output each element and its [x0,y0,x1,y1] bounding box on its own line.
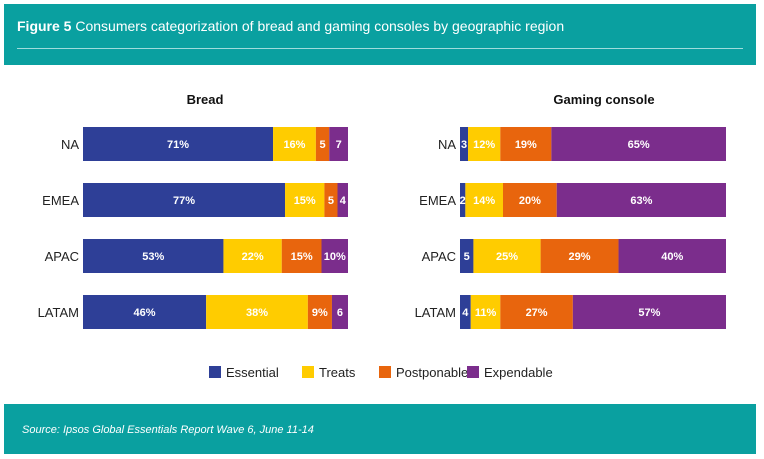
bread-data-label-apac-treats: 22% [242,251,264,263]
gaming-console-bar-latam-postponable [500,295,573,329]
bread-data-label-na-postponable: 5 [320,139,326,151]
gaming-console-data-label-na-treats: 12% [473,139,495,151]
gaming-console-bar-apac-postponable [540,239,619,273]
bread-data-label-latam-treats: 38% [246,307,268,319]
gaming-console-bar-na-expendable [551,127,726,161]
bread-bar-emea-essential [83,183,286,217]
gaming-console-bar-emea-essential [460,183,466,217]
bread-panel-title: Bread [187,92,224,107]
gaming-console-bar-na-treats [468,127,501,161]
bread-data-label-latam-postponable: 9% [312,307,328,319]
gaming-console-row-label-na: NA [438,137,456,152]
bread-data-label-latam-expendable: 6 [337,307,343,319]
gaming-console-data-label-apac-postponable: 29% [569,251,591,263]
bread-data-label-emea-expendable: 4 [340,195,347,207]
bread-bar-latam-treats [206,295,308,329]
bread-bar-apac-essential [83,239,224,273]
bread-bar-apac-expendable [321,239,348,273]
gaming-console-data-label-na-expendable: 65% [628,139,650,151]
gaming-console-bar-latam-treats [470,295,501,329]
figure-caption-text: Consumers categorization of bread and ga… [75,18,565,34]
gaming-console-data-label-apac-essential: 5 [464,251,470,263]
gaming-console-data-label-na-postponable: 19% [515,139,537,151]
gaming-console-bar-apac-treats [473,239,541,273]
bread-bar-na-postponable [315,127,330,161]
gaming-console-data-label-apac-treats: 25% [496,251,518,263]
bread-data-label-na-treats: 16% [283,139,305,151]
gaming-console-data-label-latam-postponable: 27% [526,307,548,319]
bread-data-label-apac-expendable: 10% [324,251,346,263]
legend-swatch-treats [302,366,314,378]
gaming-console-bar-latam-essential [460,295,471,329]
figure-footer: Source: Ipsos Global Essentials Report W… [4,404,756,454]
bread-bar-apac-postponable [281,239,322,273]
header-divider [17,48,743,49]
gaming-console-row-label-apac: APAC [422,249,456,264]
bread-row-label-emea: EMEA [42,193,79,208]
bread-bar-emea-postponable [324,183,338,217]
bread-data-label-na-expendable: 7 [336,139,342,151]
bread-bar-na-treats [273,127,316,161]
bread-bar-latam-expendable [331,295,348,329]
gaming-console-data-label-na-essential: 3 [461,139,467,151]
gaming-console-bar-latam-expendable [572,295,726,329]
gaming-console-bar-na-postponable [500,127,552,161]
gaming-console-bar-emea-treats [465,183,503,217]
legend-label-treats: Treats [319,365,356,380]
gaming-console-data-label-emea-treats: 14% [473,195,495,207]
legend-swatch-expendable [467,366,479,378]
bread-data-label-apac-postponable: 15% [291,251,313,263]
gaming-console-bar-apac-essential [460,239,474,273]
gaming-console-bar-emea-expendable [556,183,726,217]
gaming-console-data-label-latam-essential: 4 [462,307,469,319]
figure-caption: Figure 5 Consumers categorization of bre… [17,18,564,34]
bread-bar-emea-expendable [337,183,348,217]
gaming-console-data-label-latam-expendable: 57% [638,307,660,319]
gaming-console-bar-emea-postponable [502,183,557,217]
bread-bar-na-essential [83,127,274,161]
bread-bar-apac-treats [223,239,282,273]
bread-data-label-latam-essential: 46% [134,307,156,319]
bread-data-label-emea-treats: 15% [294,195,316,207]
bread-row-label-apac: APAC [45,249,79,264]
bread-row-label-latam: LATAM [38,305,79,320]
legend-label-postponable: Postponable [396,365,468,380]
bread-data-label-na-essential: 71% [167,139,189,151]
gaming-console-row-label-emea: EMEA [419,193,456,208]
figure-label: Figure 5 [17,18,72,34]
figure-header: Figure 5 Consumers categorization of bre… [4,4,756,65]
gaming-console-data-label-latam-treats: 11% [475,307,497,319]
bread-bar-latam-essential [83,295,207,329]
gaming-console-bar-apac-expendable [618,239,726,273]
legend-label-expendable: Expendable [484,365,553,380]
gaming-console-bar-na-essential [460,127,469,161]
bread-data-label-apac-essential: 53% [142,251,164,263]
gaming-console-row-label-latam: LATAM [415,305,456,320]
bread-row-label-na: NA [61,137,79,152]
bread-data-label-emea-essential: 77% [173,195,195,207]
gaming-console-panel-title: Gaming console [553,92,654,107]
gaming-console-data-label-apac-expendable: 40% [661,251,683,263]
bread-bar-na-expendable [329,127,348,161]
gaming-console-data-label-emea-essential: 2 [460,195,466,207]
legend-swatch-essential [209,366,221,378]
bread-data-label-emea-postponable: 5 [328,195,334,207]
gaming-console-data-label-emea-postponable: 20% [519,195,541,207]
gaming-console-data-label-emea-expendable: 63% [630,195,652,207]
legend-swatch-postponable [379,366,391,378]
source-note: Source: Ipsos Global Essentials Report W… [22,424,314,436]
legend-label-essential: Essential [226,365,279,380]
bread-bar-emea-treats [285,183,325,217]
bread-bar-latam-postponable [307,295,332,329]
